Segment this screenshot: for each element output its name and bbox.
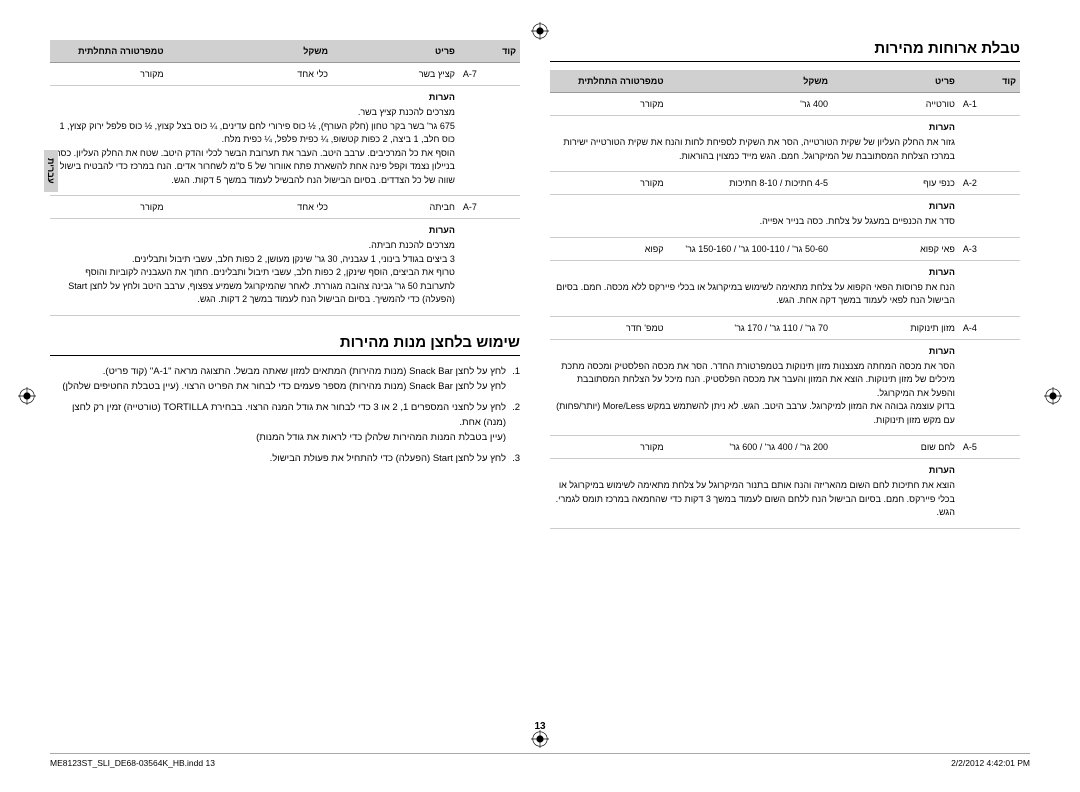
table-row: A-1טורטייה400 גר'מקורר bbox=[550, 93, 1020, 116]
cell-temp: קפוא bbox=[550, 237, 668, 260]
cell-code: A-2 bbox=[959, 172, 1020, 195]
cell-weight: 50-60 גר' / 100-110 גר' / 150-160 גר' bbox=[668, 237, 833, 260]
cell-weight: 4-5 חתיכות / 8-10 חתיכות bbox=[668, 172, 833, 195]
cell-weight: 70 גר' / 110 גר' / 170 גר' bbox=[668, 316, 833, 339]
cell-temp: מקורר bbox=[550, 172, 668, 195]
cell-weight: כלי אחד bbox=[168, 63, 333, 86]
right-table: קוד פריט משקל טמפרטורה התחלתית A-7קציץ ב… bbox=[50, 40, 520, 316]
cell-temp: מקורר bbox=[50, 63, 168, 86]
notes-body: סדר את הכנפיים במעגל על צלחת. כסה בנייר … bbox=[550, 213, 959, 237]
cell-weight: כלי אחד bbox=[168, 196, 333, 219]
cell-code: A-7 bbox=[459, 196, 520, 219]
cell-code: A-3 bbox=[959, 237, 1020, 260]
th-temp: טמפרטורה התחלתית bbox=[550, 70, 668, 93]
page-number: 13 bbox=[0, 721, 1080, 732]
cell-temp: מקורר bbox=[550, 93, 668, 116]
notes-label: הערות bbox=[50, 86, 459, 105]
table-row: A-3פאי קפוא50-60 גר' / 100-110 גר' / 150… bbox=[550, 237, 1020, 260]
notes-label: הערות bbox=[50, 219, 459, 238]
notes-body: הנח את פרוסות הפאי הקפוא על צלחת מתאימה … bbox=[550, 279, 959, 317]
cell-code: A-1 bbox=[959, 93, 1020, 116]
instructions: 1.לחץ על לחצן Snack Bar (מנות מהירות) המ… bbox=[50, 364, 520, 467]
cell-code: A-4 bbox=[959, 316, 1020, 339]
right-column: קוד פריט משקל טמפרטורה התחלתית A-7קציץ ב… bbox=[50, 40, 520, 700]
cell-weight: 200 גר' / 400 גר' / 600 גר' bbox=[668, 436, 833, 459]
notes-label: הערות bbox=[550, 195, 959, 214]
notes-body: גזור את החלק העליון של שקית הטורטייה, הס… bbox=[550, 134, 959, 172]
cell-item: פאי קפוא bbox=[832, 237, 959, 260]
notes-label: הערות bbox=[550, 260, 959, 279]
notes-body: הוצא את חתיכות לחם השום מהאריזה והנח אות… bbox=[550, 477, 959, 528]
footer-file: ME8123ST_SLI_DE68-03564K_HB.indd 13 bbox=[50, 758, 215, 768]
left-table: קוד פריט משקל טמפרטורה התחלתית A-1טורטיי… bbox=[550, 70, 1020, 529]
cell-code: A-7 bbox=[459, 63, 520, 86]
table-row: A-4מזון תינוקות70 גר' / 110 גר' / 170 גר… bbox=[550, 316, 1020, 339]
th-code: קוד bbox=[459, 40, 520, 63]
side-tab: עברית bbox=[44, 150, 58, 192]
cell-temp: מקורר bbox=[50, 196, 168, 219]
table-row: A-5לחם שום200 גר' / 400 גר' / 600 גר'מקו… bbox=[550, 436, 1020, 459]
th-code: קוד bbox=[959, 70, 1020, 93]
quick-meals-title: טבלת ארוחות מהירות bbox=[550, 40, 1020, 62]
cell-item: חביתה bbox=[332, 196, 459, 219]
cell-code: A-5 bbox=[959, 436, 1020, 459]
cell-weight: 400 גר' bbox=[668, 93, 833, 116]
notes-label: הערות bbox=[550, 116, 959, 135]
instruction-item: 3.לחץ על לחצן Start (הפעלה) כדי להתחיל א… bbox=[50, 451, 520, 466]
th-item: פריט bbox=[332, 40, 459, 63]
instruction-item: 1.לחץ על לחצן Snack Bar (מנות מהירות) המ… bbox=[50, 364, 520, 394]
cell-item: טורטייה bbox=[832, 93, 959, 116]
cell-item: לחם שום bbox=[832, 436, 959, 459]
th-item: פריט bbox=[832, 70, 959, 93]
cell-item: קציץ בשר bbox=[332, 63, 459, 86]
th-weight: משקל bbox=[668, 70, 833, 93]
footer: ME8123ST_SLI_DE68-03564K_HB.indd 13 2/2/… bbox=[50, 753, 1030, 768]
left-column: טבלת ארוחות מהירות קוד פריט משקל טמפרטור… bbox=[550, 40, 1020, 700]
th-weight: משקל bbox=[168, 40, 333, 63]
quick-menu-title: שימוש בלחצן מנות מהירות bbox=[50, 334, 520, 356]
table-row: A-2כנפי עוף4-5 חתיכות / 8-10 חתיכותמקורר bbox=[550, 172, 1020, 195]
table-row: A-7קציץ בשרכלי אחדמקורר bbox=[50, 63, 520, 86]
footer-date: 2/2/2012 4:42:01 PM bbox=[951, 758, 1030, 768]
table-row: A-7חביתהכלי אחדמקורר bbox=[50, 196, 520, 219]
cell-item: מזון תינוקות bbox=[832, 316, 959, 339]
notes-body: מצרכים להכנת חביתה. 3 ביצים בגודל בינוני… bbox=[50, 237, 459, 315]
th-temp: טמפרטורה התחלתית bbox=[50, 40, 168, 63]
cell-item: כנפי עוף bbox=[832, 172, 959, 195]
notes-label: הערות bbox=[550, 459, 959, 478]
cell-temp: מקורר bbox=[550, 436, 668, 459]
notes-label: הערות bbox=[550, 339, 959, 358]
notes-body: הסר את מכסה המחתה מצנצנות מזון תינוקות ב… bbox=[550, 358, 959, 436]
notes-body: מצרכים להכנת קציץ בשר. 675 גר' בשר בקר ט… bbox=[50, 104, 459, 196]
cell-temp: טמפ' חדר bbox=[550, 316, 668, 339]
instruction-item: 2.לחץ על לחצני המספרים 1, 2 או 3 כדי לבח… bbox=[50, 400, 520, 446]
